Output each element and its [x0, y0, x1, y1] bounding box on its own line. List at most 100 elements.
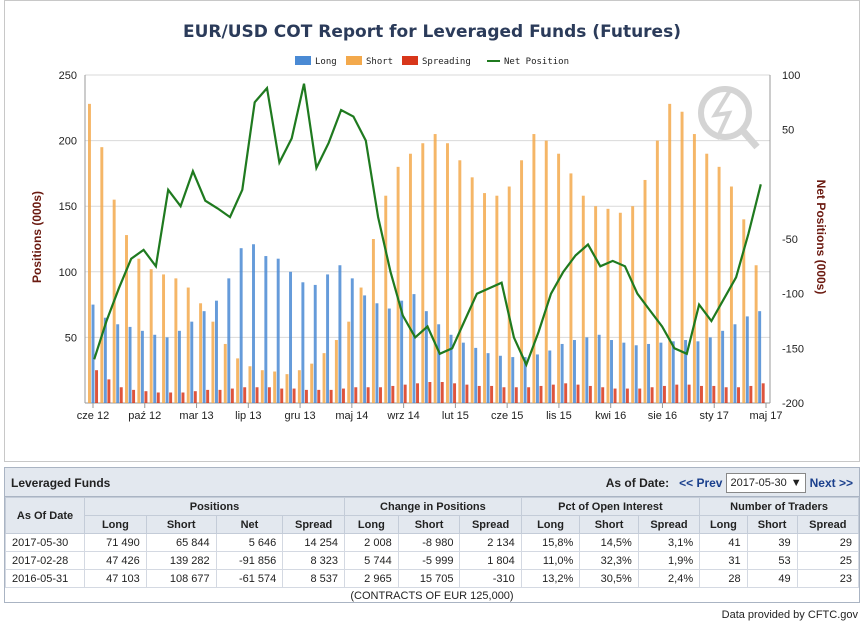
- spreading-bar: [280, 388, 284, 403]
- spreading-bar: [514, 387, 518, 403]
- table-row: 2017-05-30 71 490 65 844 5 646 14 254 2 008 -8…: [5, 533, 860, 552]
- prev-link[interactable]: << Prev: [679, 476, 723, 490]
- cell-pos-long: 71 490: [84, 533, 147, 552]
- short-bar: [371, 239, 375, 403]
- table-header-bar: Leveraged Funds As of Date: << Prev 2017…: [5, 468, 859, 497]
- short-bar: [544, 140, 548, 403]
- long-bar: [486, 353, 490, 403]
- x-tick-label: lis 15: [546, 410, 572, 422]
- cell-tr-long: 28: [699, 569, 748, 588]
- cell-tr-long: 31: [699, 551, 748, 570]
- chart-title: EUR/USD COT Report for Leveraged Funds (…: [183, 22, 681, 42]
- spreading-bar: [95, 370, 99, 403]
- short-bar: [618, 212, 622, 403]
- group-change: Change in Positions: [344, 497, 522, 516]
- cell-chg-long: 2 965: [344, 569, 399, 588]
- short-bar: [273, 371, 277, 403]
- cell-pos-long: 47 103: [84, 569, 147, 588]
- legend-swatch[interactable]: [402, 56, 418, 65]
- cell-date: 2017-05-30: [5, 533, 85, 552]
- cell-chg-spread: 1 804: [459, 551, 522, 570]
- table-title: Leveraged Funds: [11, 476, 111, 490]
- long-bar: [338, 265, 342, 403]
- lightning-magnifier-logo: [698, 86, 760, 150]
- cftc-link[interactable]: CFTC.gov: [807, 609, 858, 621]
- short-bar: [495, 195, 499, 403]
- short-bar: [507, 186, 511, 403]
- y-right-tick: 100: [782, 70, 800, 82]
- legend-item-1[interactable]: Short: [366, 57, 393, 67]
- y-right-tick: -100: [782, 289, 804, 301]
- spreading-bar: [712, 385, 716, 403]
- short-bar: [334, 340, 338, 403]
- table-row: 2016-05-31 47 103 108 677 -61 574 8 537 2 965…: [5, 569, 860, 588]
- y-left-tick: 250: [59, 70, 77, 82]
- long-bar: [252, 244, 255, 403]
- legend-swatch[interactable]: [295, 56, 311, 65]
- long-bar: [573, 340, 576, 403]
- short-bar: [470, 177, 474, 403]
- spreading-bar: [304, 389, 308, 403]
- spreading-bar: [391, 385, 395, 403]
- x-tick-label: cze 15: [491, 410, 523, 422]
- cell-pos-net: 5 646: [215, 533, 284, 552]
- data-provider: Data provided by CFTC.gov: [722, 609, 858, 621]
- spreading-bar: [144, 391, 148, 403]
- long-bar: [239, 248, 243, 403]
- long-bar: [276, 258, 280, 403]
- short-bar: [532, 134, 536, 404]
- cell-pos-short: 65 844: [145, 533, 217, 552]
- chart-legend[interactable]: Long Short Spreading Net Position: [295, 56, 569, 67]
- sub-header-8: Short: [579, 515, 639, 534]
- sub-header-10: Long: [699, 515, 748, 534]
- spreading-bar: [675, 384, 679, 403]
- legend-item-3[interactable]: Net Position: [504, 57, 569, 67]
- cell-chg-spread: -310: [459, 569, 522, 588]
- x-tick-label: kwi 16: [595, 410, 626, 422]
- date-select[interactable]: 2017-05-30 ▼: [726, 473, 806, 493]
- short-bar: [408, 153, 412, 403]
- legend-item-2[interactable]: Spreading: [422, 57, 471, 67]
- cell-tr-spread: 23: [796, 569, 860, 588]
- cell-chg-long: 5 744: [344, 551, 399, 570]
- cell-pos-short: 108 677: [145, 569, 217, 588]
- cell-pct-spread: 3,1%: [637, 533, 701, 552]
- spreading-bar: [354, 387, 358, 403]
- spreading-bar: [724, 387, 728, 403]
- legend-swatch[interactable]: [346, 56, 362, 65]
- cell-tr-long: 41: [699, 533, 748, 552]
- long-bar: [177, 330, 181, 403]
- spreading-bar: [440, 382, 444, 403]
- spreading-bar: [428, 382, 432, 403]
- long-bar: [437, 324, 441, 403]
- long-bar: [745, 316, 749, 403]
- long-bar: [684, 340, 688, 403]
- spreading-bar: [490, 385, 494, 403]
- legend-item-0[interactable]: Long: [315, 57, 337, 67]
- cell-pos-spread: 8 537: [282, 569, 346, 588]
- y-axis-left: 250 200 150 100 50: [59, 70, 77, 344]
- cell-pct-spread: 2,4%: [637, 569, 701, 588]
- long-bar: [597, 334, 601, 403]
- long-bar: [153, 334, 157, 403]
- long-bar: [585, 337, 589, 403]
- spreading-bar: [218, 389, 222, 403]
- x-tick-label: cze 12: [77, 410, 109, 422]
- short-bar: [248, 366, 252, 403]
- short-bar: [137, 258, 141, 403]
- spreading-bar: [650, 387, 654, 403]
- long-bar: [498, 355, 502, 403]
- group-positions: Positions: [83, 497, 346, 516]
- spreading-bar: [169, 392, 173, 403]
- y-left-tick: 50: [65, 332, 77, 344]
- long-bar: [733, 324, 737, 403]
- cell-chg-long: 2 008: [344, 533, 399, 552]
- cell-pct-long: 13,2%: [520, 569, 581, 588]
- chevron-down-icon: ▼: [790, 477, 802, 489]
- next-link[interactable]: Next >>: [809, 476, 853, 490]
- sub-header-0: Long: [84, 515, 147, 534]
- short-bar: [729, 186, 733, 403]
- x-tick-label: maj 14: [335, 410, 368, 422]
- long-bar: [708, 337, 712, 403]
- long-bar: [449, 334, 453, 403]
